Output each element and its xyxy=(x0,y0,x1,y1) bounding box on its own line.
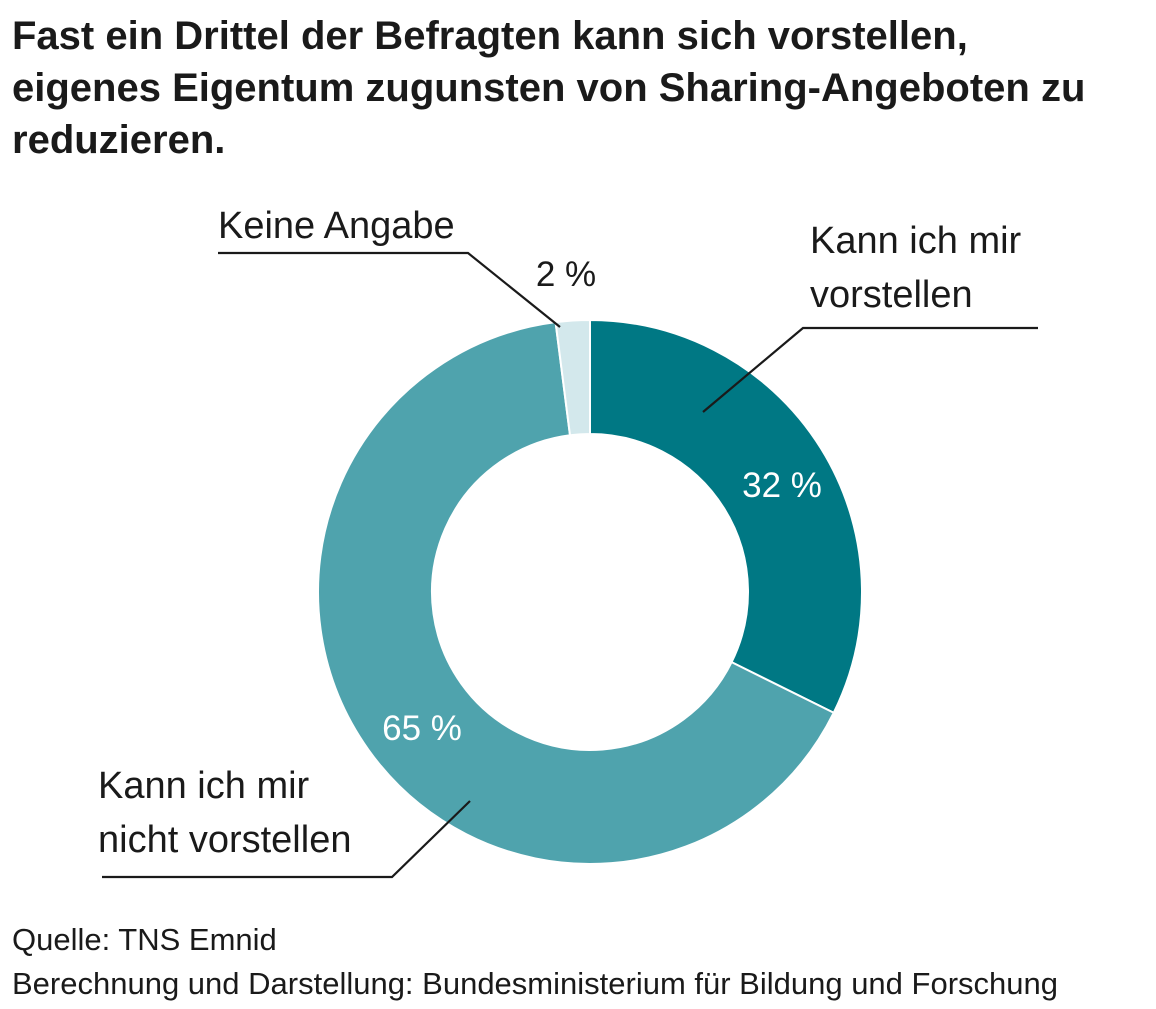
category-label-keine: Keine Angabe xyxy=(218,205,455,247)
category-label-keine-line-1: Keine Angabe xyxy=(218,205,455,247)
category-label-kann-line-2: vorstellen xyxy=(810,274,973,316)
title-line-1: Fast ein Drittel der Befragten kann sich… xyxy=(12,14,968,58)
chart-footer: Quelle: TNS Emnid Berechnung und Darstel… xyxy=(12,918,1058,1006)
leader-line-kann xyxy=(702,326,1038,413)
donut-slice-keine xyxy=(554,318,591,437)
source-note: Quelle: TNS Emnid xyxy=(12,922,277,957)
category-label-nicht-line-1: Kann ich mir xyxy=(98,765,310,807)
category-label-kann: Kann ich mir vorstellen xyxy=(810,220,1032,316)
donut-slices xyxy=(317,318,863,865)
credit-note: Berechnung und Darstellung: Bundesminist… xyxy=(12,966,1058,1001)
chart-title: Fast ein Drittel der Befragten kann sich… xyxy=(12,10,1132,166)
title-line-3: reduzieren. xyxy=(12,118,226,162)
category-label-nicht-line-2: nicht vorstellen xyxy=(98,819,351,861)
leader-line-nicht xyxy=(102,800,471,879)
value-label-kann: 32 % xyxy=(742,466,822,505)
title-line-2: eigenes Eigentum zugunsten von Sharing-A… xyxy=(12,66,1086,110)
donut-slice-kann xyxy=(589,318,863,715)
value-label-keine: 2 % xyxy=(536,255,596,294)
category-label-nicht: Kann ich mir nicht vorstellen xyxy=(98,765,351,861)
donut-slice-nicht xyxy=(317,321,836,865)
value-label-nicht: 65 % xyxy=(382,709,462,748)
leader-line-keine xyxy=(218,251,561,328)
category-label-kann-line-1: Kann ich mir xyxy=(810,220,1022,262)
